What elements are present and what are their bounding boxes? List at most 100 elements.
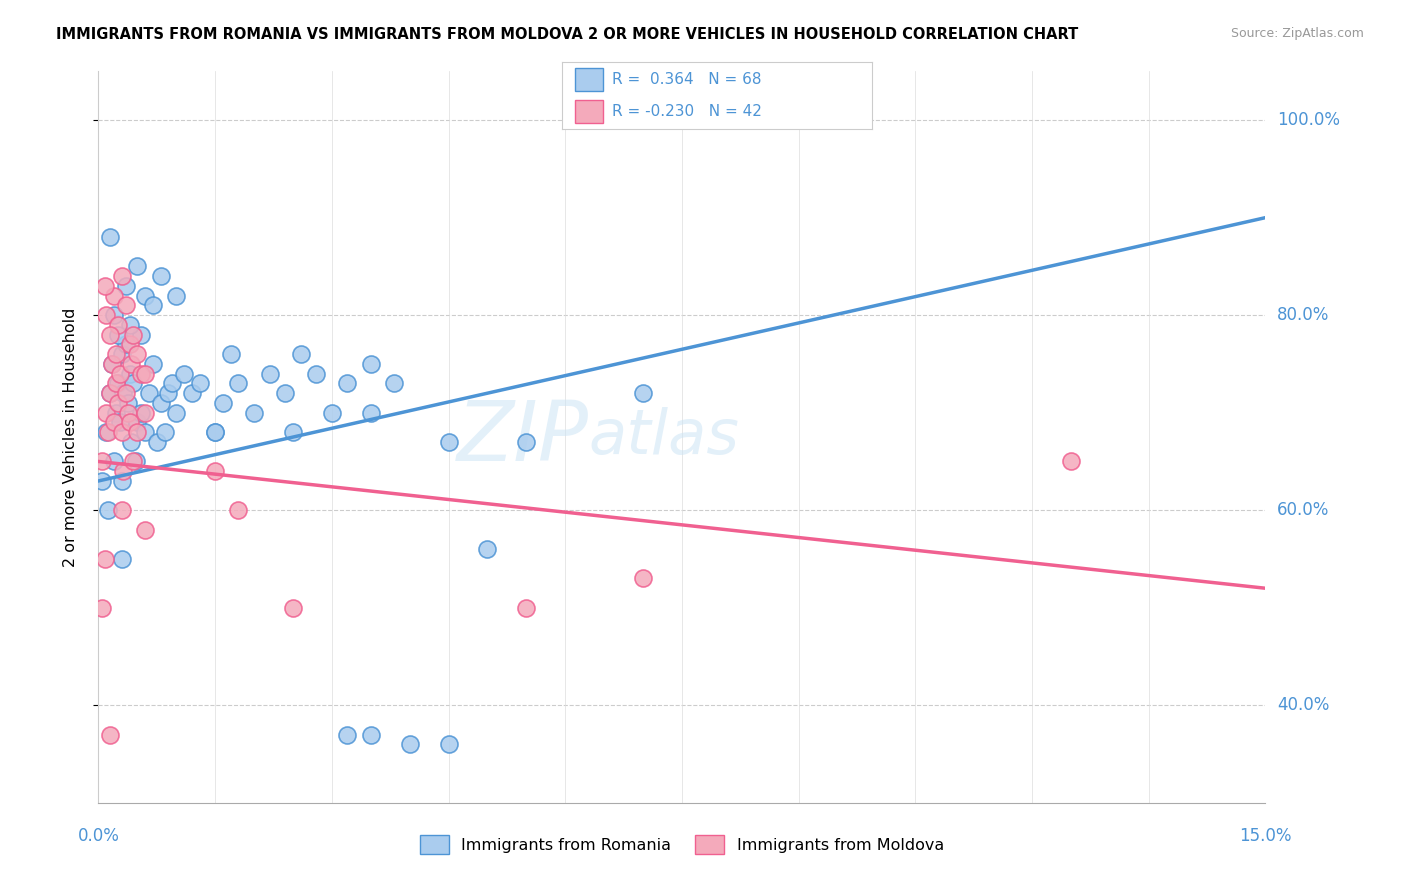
Point bbox=[138, 386, 160, 401]
Point bbox=[477, 542, 499, 557]
Point bbox=[103, 308, 125, 322]
Point bbox=[162, 376, 184, 391]
Point bbox=[149, 269, 172, 284]
Point bbox=[93, 279, 115, 293]
Point bbox=[122, 454, 145, 468]
Text: R =  0.364   N = 68: R = 0.364 N = 68 bbox=[612, 71, 762, 87]
Text: 0.0%: 0.0% bbox=[77, 827, 120, 846]
Point bbox=[104, 347, 127, 361]
Point bbox=[204, 425, 226, 440]
Point bbox=[103, 416, 125, 430]
Point bbox=[111, 269, 134, 284]
Point bbox=[188, 376, 211, 391]
Point bbox=[515, 434, 537, 449]
Point bbox=[134, 406, 156, 420]
Point bbox=[127, 260, 149, 274]
Point bbox=[117, 406, 139, 420]
Point bbox=[97, 503, 120, 517]
Point bbox=[107, 318, 129, 332]
Point bbox=[149, 396, 172, 410]
Point bbox=[631, 572, 654, 586]
FancyBboxPatch shape bbox=[575, 100, 603, 123]
Point bbox=[98, 327, 121, 342]
Point bbox=[93, 552, 115, 566]
Point bbox=[111, 474, 134, 488]
Point bbox=[91, 454, 114, 468]
Point bbox=[219, 347, 242, 361]
Point bbox=[111, 503, 134, 517]
Point bbox=[103, 454, 125, 468]
Text: IMMIGRANTS FROM ROMANIA VS IMMIGRANTS FROM MOLDOVA 2 OR MORE VEHICLES IN HOUSEHO: IMMIGRANTS FROM ROMANIA VS IMMIGRANTS FR… bbox=[56, 27, 1078, 42]
Point bbox=[281, 600, 304, 615]
Point bbox=[108, 416, 131, 430]
Point bbox=[91, 600, 114, 615]
Point bbox=[437, 737, 460, 751]
Point bbox=[228, 503, 250, 517]
Point bbox=[104, 406, 127, 420]
Text: 100.0%: 100.0% bbox=[1277, 112, 1340, 129]
Point bbox=[437, 434, 460, 449]
Point bbox=[398, 737, 420, 751]
Point bbox=[212, 396, 235, 410]
Point bbox=[101, 357, 124, 371]
Point bbox=[360, 357, 382, 371]
Point bbox=[122, 376, 145, 391]
Point bbox=[91, 474, 114, 488]
Text: atlas: atlas bbox=[589, 407, 740, 467]
Text: 80.0%: 80.0% bbox=[1277, 306, 1330, 324]
Point bbox=[336, 727, 359, 741]
Text: Source: ZipAtlas.com: Source: ZipAtlas.com bbox=[1230, 27, 1364, 40]
Point bbox=[321, 406, 343, 420]
Point bbox=[146, 434, 169, 449]
Point bbox=[1060, 454, 1083, 468]
Point bbox=[134, 523, 156, 537]
Point bbox=[259, 367, 281, 381]
Point bbox=[274, 386, 297, 401]
Point bbox=[281, 425, 304, 440]
Point bbox=[122, 327, 145, 342]
Point bbox=[382, 376, 405, 391]
Point bbox=[118, 318, 141, 332]
Point bbox=[127, 347, 149, 361]
Point bbox=[117, 396, 139, 410]
Point bbox=[107, 396, 129, 410]
Point bbox=[142, 357, 165, 371]
Point bbox=[104, 376, 127, 391]
Point bbox=[98, 230, 121, 244]
Point bbox=[129, 406, 152, 420]
Text: ZIP: ZIP bbox=[457, 397, 589, 477]
Point bbox=[134, 425, 156, 440]
Point bbox=[165, 406, 187, 420]
Point bbox=[97, 425, 120, 440]
Point bbox=[204, 425, 226, 440]
Point bbox=[111, 552, 134, 566]
Point bbox=[118, 337, 141, 351]
Point bbox=[134, 288, 156, 302]
Point bbox=[108, 367, 131, 381]
Point bbox=[129, 367, 152, 381]
Point bbox=[101, 357, 124, 371]
Point bbox=[180, 386, 202, 401]
Point bbox=[157, 386, 180, 401]
Point bbox=[127, 416, 149, 430]
Point bbox=[114, 279, 136, 293]
Point bbox=[125, 454, 148, 468]
Point bbox=[129, 327, 152, 342]
Point bbox=[98, 727, 121, 741]
Point bbox=[96, 406, 118, 420]
Point bbox=[336, 376, 359, 391]
Point bbox=[98, 386, 121, 401]
Point bbox=[360, 406, 382, 420]
Point bbox=[204, 464, 226, 478]
Point bbox=[153, 425, 176, 440]
Legend: Immigrants from Romania, Immigrants from Moldova: Immigrants from Romania, Immigrants from… bbox=[413, 829, 950, 861]
Point bbox=[305, 367, 328, 381]
Point bbox=[96, 425, 118, 440]
Text: R = -0.230   N = 42: R = -0.230 N = 42 bbox=[612, 103, 762, 119]
Point bbox=[114, 298, 136, 312]
Point bbox=[127, 425, 149, 440]
Point bbox=[107, 376, 129, 391]
Point bbox=[165, 288, 187, 302]
Text: 60.0%: 60.0% bbox=[1277, 501, 1330, 519]
Point bbox=[120, 434, 142, 449]
